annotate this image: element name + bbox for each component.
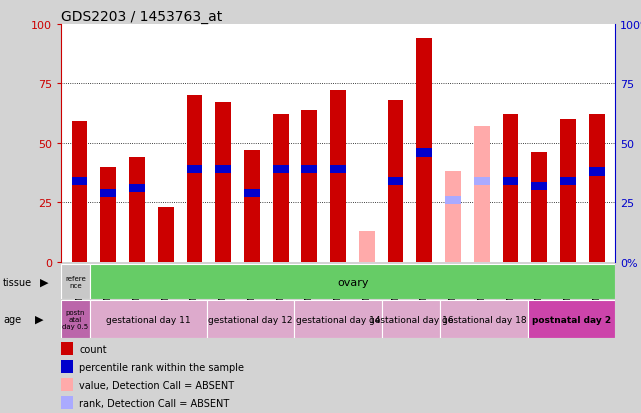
Bar: [301, 110, 317, 262]
Bar: [207, 301, 294, 338]
Text: gestational day 12: gestational day 12: [208, 315, 293, 324]
Bar: [244, 151, 260, 262]
Text: gestational day 11: gestational day 11: [106, 315, 191, 324]
Bar: [474, 177, 490, 186]
Bar: [474, 127, 490, 262]
Text: gestational day 16: gestational day 16: [369, 315, 453, 324]
Text: gestational day 18: gestational day 18: [442, 315, 526, 324]
Text: count: count: [79, 344, 107, 354]
Bar: [531, 153, 547, 262]
Bar: [215, 103, 231, 262]
Bar: [187, 166, 203, 174]
Bar: [129, 185, 145, 193]
Bar: [187, 96, 203, 262]
Bar: [330, 166, 346, 174]
Text: GDS2203 / 1453763_at: GDS2203 / 1453763_at: [61, 10, 222, 24]
Text: value, Detection Call = ABSENT: value, Detection Call = ABSENT: [79, 380, 234, 390]
Bar: [359, 231, 375, 262]
Bar: [301, 166, 317, 174]
Text: age: age: [3, 314, 21, 324]
Bar: [215, 166, 231, 174]
Bar: [440, 301, 528, 338]
Bar: [560, 120, 576, 262]
Bar: [90, 301, 207, 338]
Bar: [388, 177, 403, 186]
Bar: [388, 101, 403, 262]
Bar: [294, 301, 382, 338]
Bar: [60, 378, 73, 392]
Bar: [60, 396, 73, 409]
Text: tissue: tissue: [3, 277, 32, 287]
Text: percentile rank within the sample: percentile rank within the sample: [79, 362, 244, 372]
Bar: [72, 177, 87, 186]
Bar: [61, 264, 90, 299]
Text: postn
atal
day 0.5: postn atal day 0.5: [62, 309, 88, 329]
Text: ▶: ▶: [35, 314, 44, 324]
Bar: [445, 172, 461, 262]
Bar: [158, 208, 174, 262]
Bar: [503, 115, 519, 262]
Bar: [560, 177, 576, 186]
Bar: [129, 158, 145, 262]
Bar: [382, 301, 440, 338]
Bar: [330, 91, 346, 262]
Bar: [244, 189, 260, 197]
Text: ▶: ▶: [40, 277, 48, 287]
Bar: [273, 115, 288, 262]
Bar: [60, 342, 73, 355]
Bar: [589, 115, 604, 262]
Bar: [101, 189, 116, 197]
Bar: [61, 301, 90, 338]
Bar: [417, 39, 432, 262]
Bar: [528, 301, 615, 338]
Bar: [531, 182, 547, 190]
Bar: [417, 149, 432, 157]
Text: gestational day 14: gestational day 14: [296, 315, 380, 324]
Bar: [273, 166, 288, 174]
Text: postnatal day 2: postnatal day 2: [532, 315, 611, 324]
Text: ovary: ovary: [337, 277, 369, 287]
Bar: [445, 196, 461, 205]
Bar: [72, 122, 87, 262]
Text: rank, Detection Call = ABSENT: rank, Detection Call = ABSENT: [79, 398, 229, 408]
Bar: [101, 167, 116, 262]
Bar: [60, 360, 73, 373]
Bar: [589, 168, 604, 176]
Bar: [503, 177, 519, 186]
Text: refere
nce: refere nce: [65, 275, 86, 288]
Bar: [474, 177, 490, 186]
